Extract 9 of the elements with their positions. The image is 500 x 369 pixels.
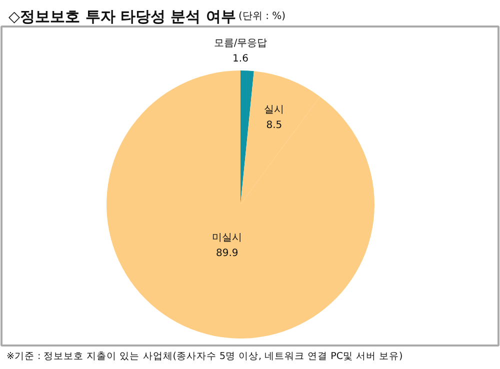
slice-label: 모름/무응답 (214, 38, 268, 49)
data-label: 8.5 (266, 120, 282, 131)
slice-label: 미실시 (212, 232, 242, 244)
text: ※기준 : 정보보호 지출이 있는 사업체(종사자수 5명 이상, 네트워크 연결 PC및 서버 보유) (6, 351, 403, 362)
chart-title: ◇정보보호 투자 타당성 분석 여부 (8, 8, 236, 26)
chart-subtitle: (단위 : %) (238, 11, 286, 22)
data-label: 1.6 (232, 54, 248, 64)
slice-label: 실시 (264, 104, 284, 116)
data-label: 89.9 (216, 248, 238, 260)
